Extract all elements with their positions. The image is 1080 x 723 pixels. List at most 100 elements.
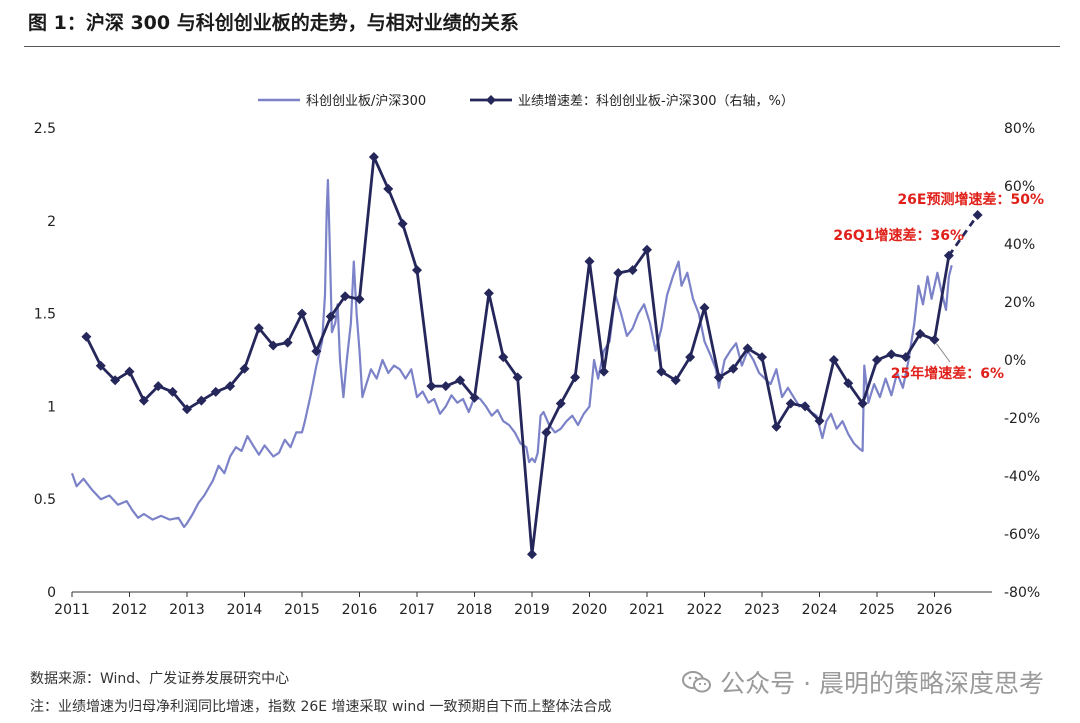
x-tick-label: 2023 — [744, 602, 780, 618]
x-tick-label: 2018 — [457, 602, 493, 618]
data-point-marker — [397, 218, 408, 229]
data-point-marker — [297, 308, 307, 319]
data-point-marker — [915, 328, 926, 339]
data-point-marker — [527, 549, 537, 560]
data-point-marker — [483, 288, 494, 299]
x-tick-label: 2016 — [342, 602, 378, 618]
y-right-tick-label: 20% — [1004, 295, 1035, 311]
data-point-marker — [426, 381, 437, 392]
data-point-marker — [713, 372, 724, 383]
data-point-marker — [225, 381, 236, 392]
data-point-marker — [728, 363, 739, 374]
data-point-marker — [685, 352, 696, 363]
data-point-marker — [253, 323, 264, 334]
data-point-marker — [469, 392, 480, 403]
data-point-marker — [368, 152, 379, 162]
legend-label-growth-gap: 业绩增速差：科创创业板-沪深300（右轴，%） — [518, 93, 794, 109]
data-point-marker — [138, 395, 149, 406]
data-point-marker — [886, 349, 897, 360]
x-tick-label: 2015 — [284, 602, 320, 618]
annotation-25y: 25年增速差：6% — [891, 365, 1004, 382]
data-point-marker — [642, 244, 652, 255]
data-point-marker — [354, 294, 365, 305]
data-point-marker — [196, 395, 207, 406]
annotation-26q1: 26Q1增速差：36% — [833, 227, 964, 244]
y-right-tick-label: 60% — [1004, 179, 1035, 195]
data-point-marker — [771, 421, 782, 432]
data-point-marker — [110, 375, 121, 386]
data-point-marker — [325, 311, 336, 322]
data-point-marker — [742, 343, 753, 354]
chart-title: 图 1：沪深 300 与科创创业板的走势，与相对业绩的关系 — [28, 12, 519, 34]
watermark-text: 公众号 · 晨明的策略深度思考 — [720, 669, 1044, 698]
data-point-marker — [268, 340, 279, 351]
annotation-leader-line — [936, 343, 951, 363]
data-point-marker — [512, 372, 523, 383]
data-point-marker — [455, 375, 466, 386]
data-point-marker — [412, 265, 422, 276]
data-point-marker — [311, 346, 322, 357]
projection-dashed-line — [947, 214, 979, 257]
data-point-marker — [440, 381, 451, 392]
data-point-marker — [872, 355, 882, 365]
y-right-tick-label: 0% — [1004, 353, 1026, 369]
data-point-marker — [656, 366, 667, 377]
x-tick-label: 2012 — [112, 602, 148, 618]
annotation-26e: 26E预测增速差：50% — [897, 191, 1044, 208]
data-point-marker — [929, 334, 940, 345]
x-tick-label: 2025 — [859, 602, 895, 618]
data-point-marker — [584, 256, 595, 267]
y-right-tick-label: -80% — [1004, 585, 1040, 601]
data-point-marker — [282, 337, 293, 348]
x-tick-label: 2019 — [514, 602, 550, 618]
data-point-marker — [613, 268, 624, 278]
footnote: 注：业绩增速为归母净利润同比增速，指数 26E 增速采取 wind 一致预期自下… — [30, 699, 612, 715]
x-tick-label: 2011 — [54, 602, 90, 618]
data-point-marker — [857, 398, 868, 409]
legend-marker-growth-gap — [486, 95, 496, 105]
data-point-marker — [555, 398, 566, 409]
y-left-tick-label: 0 — [47, 585, 56, 601]
x-tick-label: 2024 — [802, 602, 838, 618]
data-point-marker — [340, 291, 351, 302]
data-point-marker — [785, 398, 796, 409]
series-growth-gap-line — [85, 155, 951, 556]
x-tick-label: 2014 — [227, 602, 263, 618]
data-point-marker — [95, 360, 106, 371]
x-tick-label: 2026 — [917, 602, 953, 618]
data-point-marker — [124, 366, 135, 377]
watermark: 公众号 · 晨明的策略深度思考 — [682, 664, 1044, 700]
data-point-marker — [828, 355, 839, 365]
x-tick-label: 2022 — [687, 602, 723, 618]
y-right-tick-label: 80% — [1004, 121, 1035, 137]
wechat-icon — [682, 671, 712, 693]
y-left-tick-label: 0.5 — [34, 492, 56, 508]
data-point-marker — [943, 250, 954, 261]
data-point-marker — [757, 352, 767, 363]
data-point-marker — [670, 375, 681, 386]
data-point-marker — [627, 265, 638, 276]
projection-point-marker — [972, 210, 983, 220]
data-point-marker — [81, 331, 92, 342]
data-point-marker — [383, 183, 394, 194]
source-note: 数据来源：Wind、广发证券发展研究中心 — [30, 671, 290, 687]
data-point-marker — [800, 401, 811, 412]
x-tick-label: 2017 — [399, 602, 435, 618]
x-tick-label: 2021 — [629, 602, 665, 618]
y-right-tick-label: -40% — [1004, 469, 1040, 485]
data-point-marker — [239, 363, 250, 374]
data-point-marker — [598, 366, 609, 377]
y-right-tick-label: 40% — [1004, 237, 1035, 253]
legend-label-ratio: 科创创业板/沪深300 — [306, 93, 426, 109]
data-point-marker — [843, 378, 854, 389]
title-divider — [24, 46, 1060, 47]
data-point-marker — [210, 386, 221, 397]
x-tick-label: 2020 — [572, 602, 608, 618]
y-left-tick-label: 2 — [47, 214, 56, 230]
series-ratio-line — [70, 178, 953, 529]
data-point-marker — [167, 386, 178, 397]
data-point-marker — [153, 381, 164, 392]
data-point-marker — [900, 352, 911, 363]
y-left-tick-label: 1.5 — [34, 307, 56, 323]
